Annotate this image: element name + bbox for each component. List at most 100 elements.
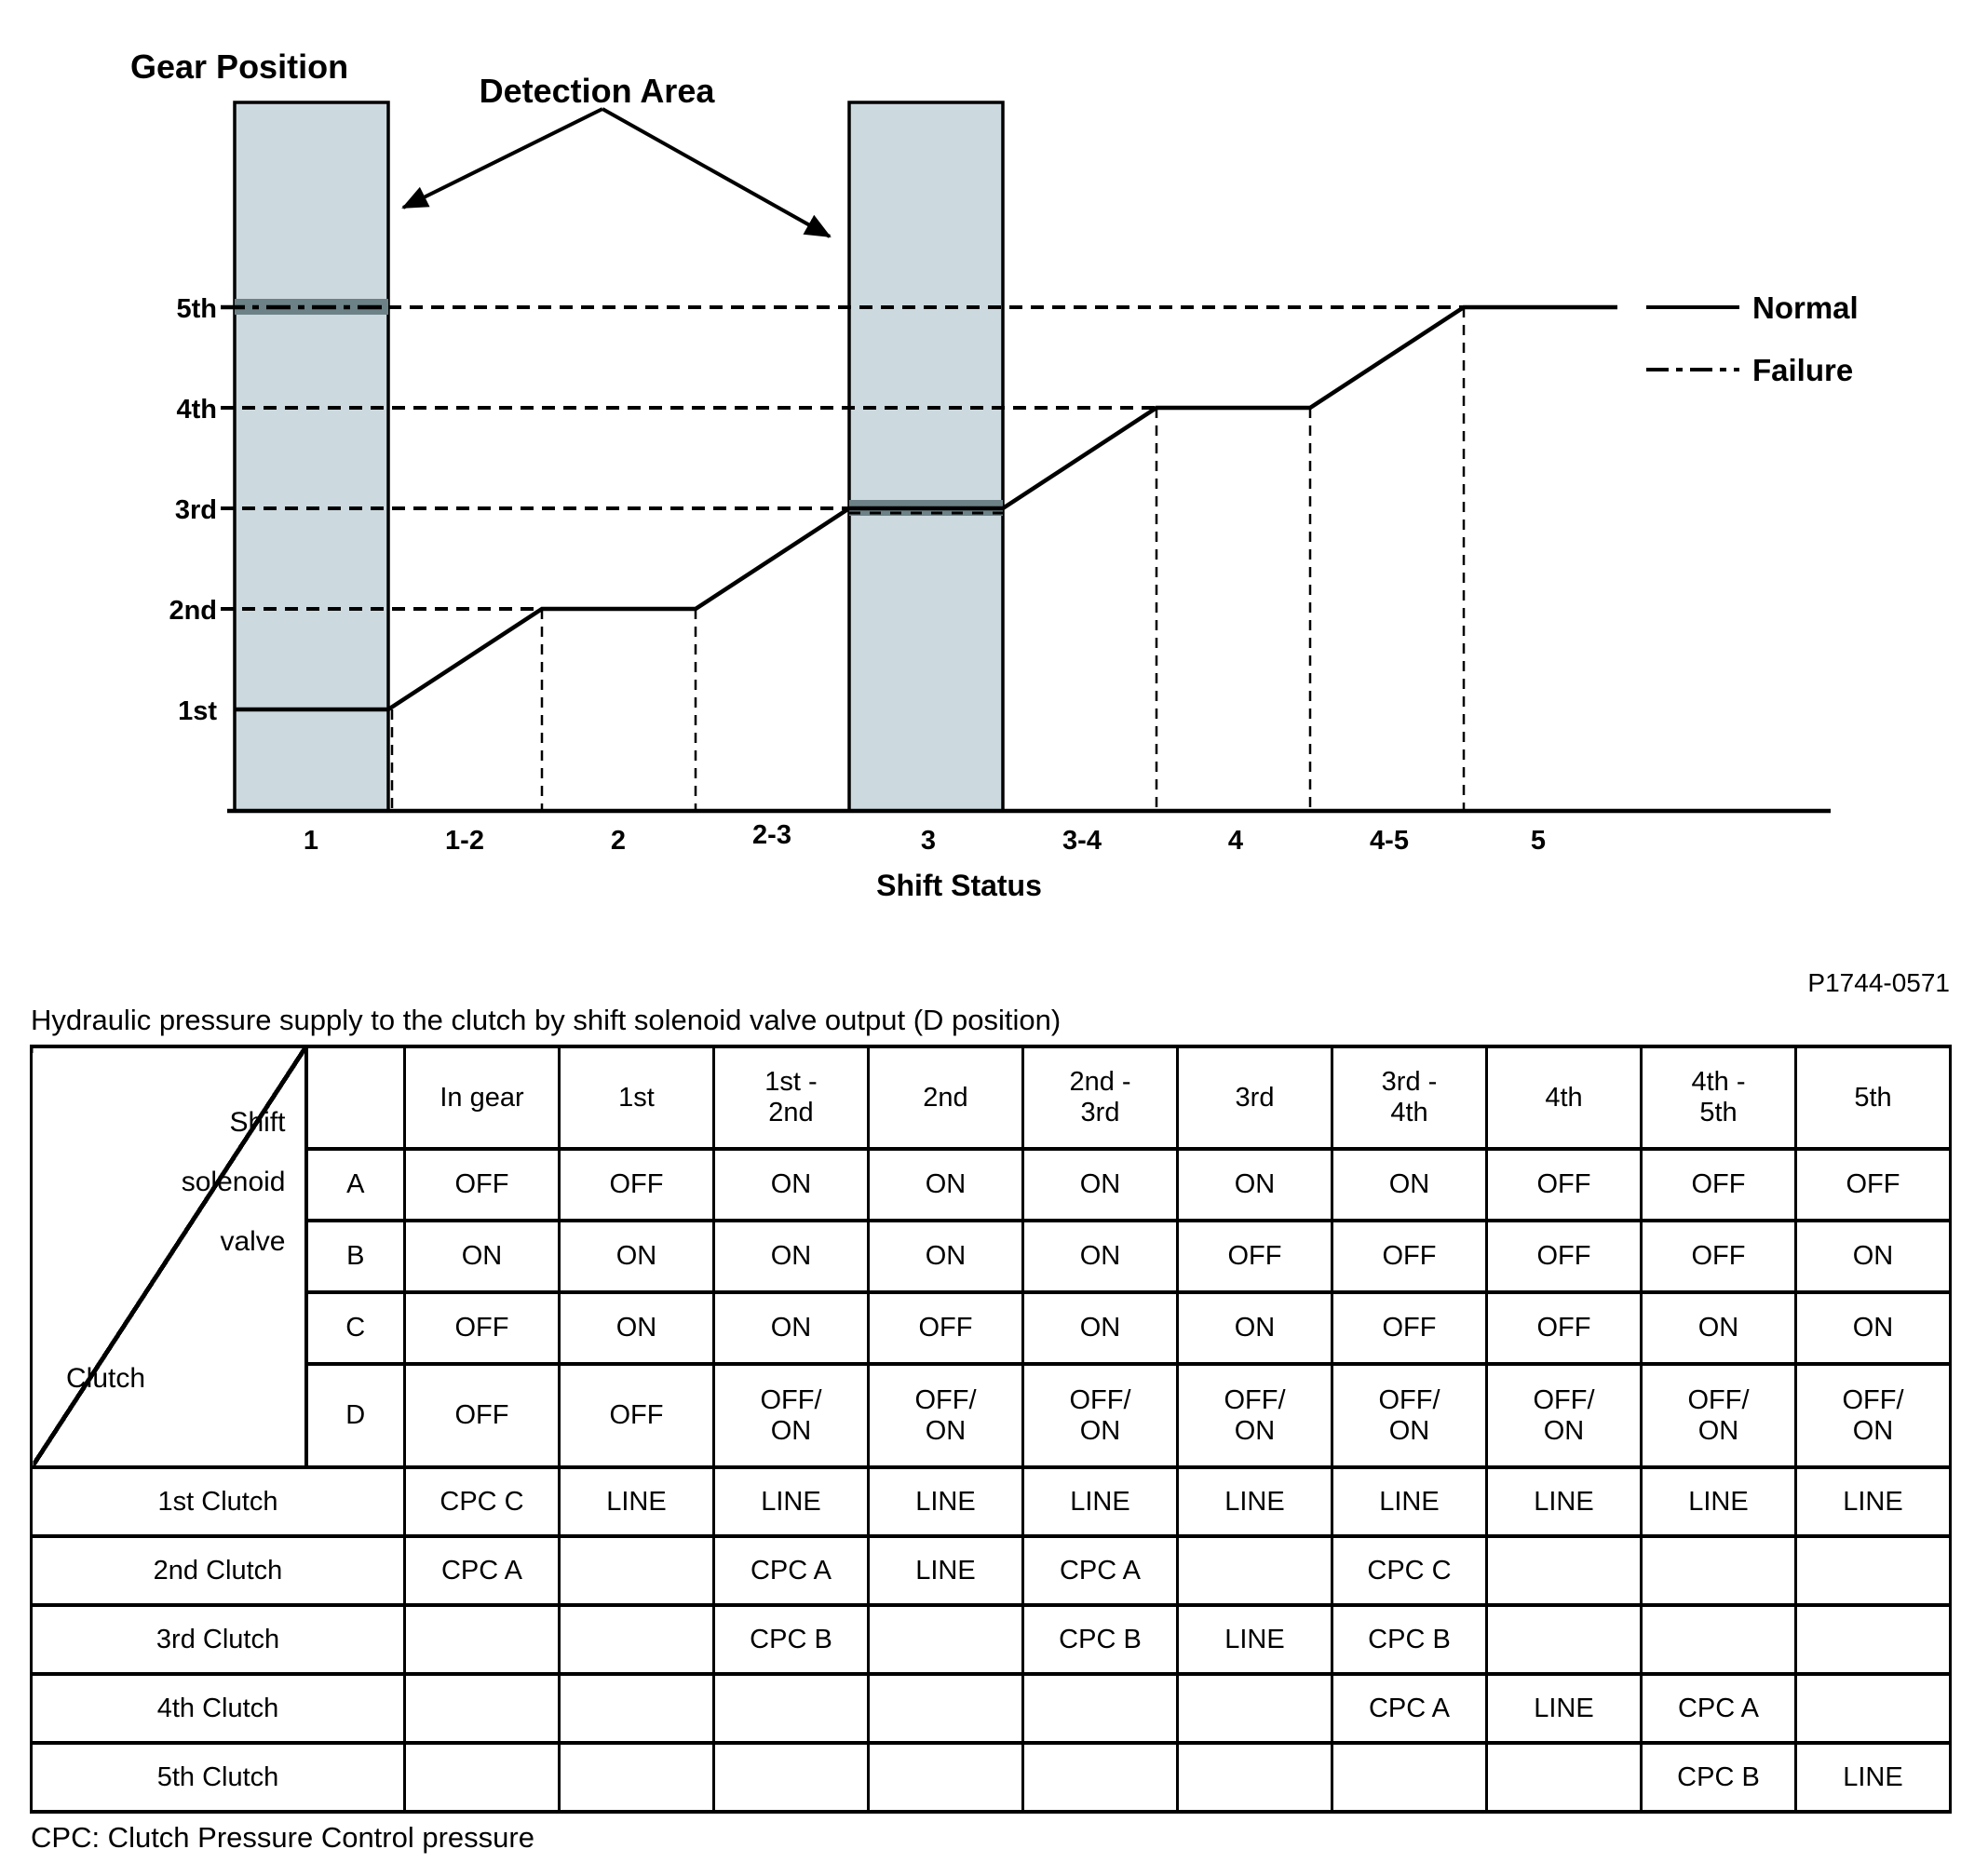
figure-code: P1744-0571 <box>1807 968 1950 997</box>
clutch-cell <box>1176 1534 1333 1607</box>
clutch-cell <box>712 1672 870 1745</box>
clutch-cell <box>1485 1603 1643 1676</box>
clutch-cell <box>1794 1534 1952 1607</box>
valve-cell: OFF/ ON <box>1331 1362 1488 1469</box>
valve-cell: OFF <box>1485 1290 1643 1366</box>
valve-cell: OFF <box>403 1362 561 1469</box>
clutch-row-label: 4th Clutch <box>30 1672 406 1745</box>
clutch-cell: CPC A <box>1640 1672 1797 1745</box>
clutch-row-label: 2nd Clutch <box>30 1534 406 1607</box>
gear-label-3rd: 3rd <box>175 495 217 525</box>
column-header: 3rd <box>1176 1045 1333 1151</box>
x-axis-title: Shift Status <box>876 869 1042 902</box>
clutch-cell: CPC A <box>1021 1534 1179 1607</box>
valve-cell: OFF <box>1794 1147 1952 1222</box>
tick-2: 2 <box>611 826 626 856</box>
tick-4-5: 4-5 <box>1370 826 1409 856</box>
tick-3-4: 3-4 <box>1062 826 1102 856</box>
detection-arrow-left <box>401 107 603 209</box>
clutch-cell: LINE <box>867 1534 1024 1607</box>
clutch-cell <box>712 1741 870 1814</box>
gear-position-chart: Gear Position Detection Area 5th 4th 3rd… <box>130 47 1859 902</box>
normal-step-line <box>235 304 1617 712</box>
detection-band-shift-1 <box>233 101 390 813</box>
column-header: 5th <box>1794 1045 1952 1151</box>
valve-cell: OFF <box>403 1290 561 1366</box>
table-corner-cell: Shift solenoid valve Clutch <box>30 1045 308 1469</box>
clutch-row-label: 3rd Clutch <box>30 1603 406 1676</box>
clutch-row-label: 5th Clutch <box>30 1741 406 1814</box>
valve-cell: OFF <box>1331 1219 1488 1294</box>
valve-cell: OFF <box>1331 1290 1488 1366</box>
clutch-cell <box>403 1741 561 1814</box>
clutch-cell <box>1485 1534 1643 1607</box>
clutch-cell: LINE <box>1021 1465 1179 1538</box>
valve-cell: ON <box>558 1290 715 1366</box>
detection-band-shift-3 <box>847 101 1005 813</box>
hydraulic-pressure-table: Shift solenoid valve Clutch In gear 1st 1st … <box>30 1045 1952 1814</box>
valve-cell: ON <box>1794 1219 1952 1294</box>
failure-highlight-5th <box>235 299 388 315</box>
tick-4: 4 <box>1228 826 1243 856</box>
valve-cell: ON <box>712 1290 870 1366</box>
clutch-cell <box>867 1603 1024 1676</box>
valve-cell: OFF/ ON <box>1640 1362 1797 1469</box>
valve-cell: OFF <box>1176 1219 1333 1294</box>
valve-cell: OFF/ ON <box>867 1362 1024 1469</box>
valve-cell: OFF/ ON <box>1485 1362 1643 1469</box>
gear-label-5th: 5th <box>177 294 218 324</box>
valve-cell: OFF <box>1485 1147 1643 1222</box>
column-header: 2nd <box>867 1045 1024 1151</box>
clutch-cell: CPC A <box>403 1534 561 1607</box>
valve-cell: OFF/ ON <box>712 1362 870 1469</box>
clutch-cell: CPC B <box>1021 1603 1179 1676</box>
legend-normal-label: Normal <box>1752 290 1859 325</box>
clutch-cell <box>1794 1603 1952 1676</box>
clutch-cell <box>1176 1672 1333 1745</box>
clutch-cell <box>1021 1741 1179 1814</box>
clutch-cell: LINE <box>1640 1465 1797 1538</box>
clutch-cell <box>558 1603 715 1676</box>
clutch-cell: LINE <box>1794 1465 1952 1538</box>
clutch-cell <box>867 1741 1024 1814</box>
valve-row-label: A <box>304 1147 406 1222</box>
valve-cell: OFF <box>403 1147 561 1222</box>
clutch-cell: LINE <box>1176 1603 1333 1676</box>
clutch-cell: CPC B <box>712 1603 870 1676</box>
clutch-cell <box>1021 1672 1179 1745</box>
valve-row-label: C <box>304 1290 406 1366</box>
tick-1: 1 <box>304 826 318 856</box>
valve-cell: OFF <box>1640 1147 1797 1222</box>
valve-row-label: B <box>304 1219 406 1294</box>
clutch-cell <box>1485 1741 1643 1814</box>
tick-1-2: 1-2 <box>445 826 484 856</box>
valve-cell: ON <box>1794 1290 1952 1366</box>
valve-cell: ON <box>867 1147 1024 1222</box>
clutch-cell <box>1331 1741 1488 1814</box>
valve-cell: ON <box>712 1147 870 1222</box>
column-header: 3rd - 4th <box>1331 1045 1488 1151</box>
clutch-cell: CPC B <box>1640 1741 1797 1814</box>
clutch-cell: CPC A <box>712 1534 870 1607</box>
valve-cell: ON <box>1021 1290 1179 1366</box>
valve-row-label: D <box>304 1362 406 1469</box>
valve-cell: ON <box>1176 1290 1333 1366</box>
valve-cell: OFF/ ON <box>1176 1362 1333 1469</box>
valve-cell: ON <box>867 1219 1024 1294</box>
clutch-cell: LINE <box>867 1465 1024 1538</box>
detection-area-label: Detection Area <box>480 72 716 110</box>
valve-cell: OFF/ ON <box>1794 1362 1952 1469</box>
valve-cell: OFF <box>558 1147 715 1222</box>
clutch-cell: LINE <box>1485 1672 1643 1745</box>
valve-cell: OFF <box>867 1290 1024 1366</box>
clutch-cell <box>403 1603 561 1676</box>
tick-5: 5 <box>1531 826 1546 856</box>
clutch-cell: CPC C <box>1331 1534 1488 1607</box>
clutch-cell: CPC B <box>1331 1603 1488 1676</box>
valve-cell: OFF <box>1640 1219 1797 1294</box>
clutch-cell <box>558 1534 715 1607</box>
column-header: 2nd - 3rd <box>1021 1045 1179 1151</box>
clutch-cell <box>403 1672 561 1745</box>
column-header: 4th - 5th <box>1640 1045 1797 1151</box>
column-header: 1st - 2nd <box>712 1045 870 1151</box>
